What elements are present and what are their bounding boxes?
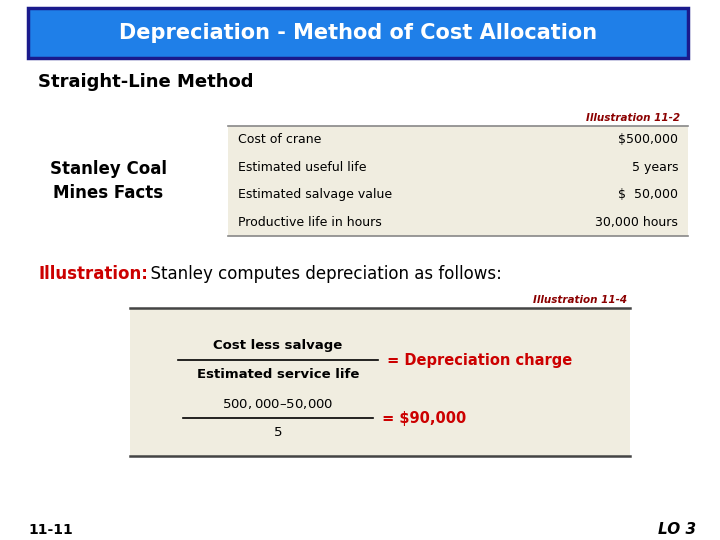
Text: 5: 5 (274, 427, 282, 440)
Text: Estimated service life: Estimated service life (197, 368, 359, 381)
Text: LO 3: LO 3 (658, 523, 696, 537)
Text: $500,000: $500,000 (618, 133, 678, 146)
Text: Illustration 11-2: Illustration 11-2 (586, 113, 680, 123)
Text: Estimated salvage value: Estimated salvage value (238, 188, 392, 201)
Text: = $90,000: = $90,000 (377, 410, 467, 426)
Text: 11-11: 11-11 (28, 523, 73, 537)
Text: Illustration:: Illustration: (38, 265, 148, 283)
Text: $500,000 – $50,000: $500,000 – $50,000 (222, 397, 333, 411)
Text: Cost less salvage: Cost less salvage (213, 339, 343, 352)
FancyBboxPatch shape (228, 126, 688, 236)
FancyBboxPatch shape (28, 8, 688, 58)
Text: 30,000 hours: 30,000 hours (595, 216, 678, 229)
Text: Illustration 11-4: Illustration 11-4 (533, 295, 627, 305)
Text: Stanley Coal
Mines Facts: Stanley Coal Mines Facts (50, 159, 166, 202)
Text: $  50,000: $ 50,000 (618, 188, 678, 201)
Text: Straight-Line Method: Straight-Line Method (38, 73, 253, 91)
Text: Cost of crane: Cost of crane (238, 133, 321, 146)
Text: 5 years: 5 years (631, 161, 678, 174)
Text: Depreciation - Method of Cost Allocation: Depreciation - Method of Cost Allocation (119, 23, 597, 43)
Text: = Depreciation charge: = Depreciation charge (382, 353, 572, 368)
Text: Stanley computes depreciation as follows:: Stanley computes depreciation as follows… (140, 265, 502, 283)
FancyBboxPatch shape (130, 308, 630, 456)
Text: Productive life in hours: Productive life in hours (238, 216, 382, 229)
Text: Estimated useful life: Estimated useful life (238, 161, 366, 174)
